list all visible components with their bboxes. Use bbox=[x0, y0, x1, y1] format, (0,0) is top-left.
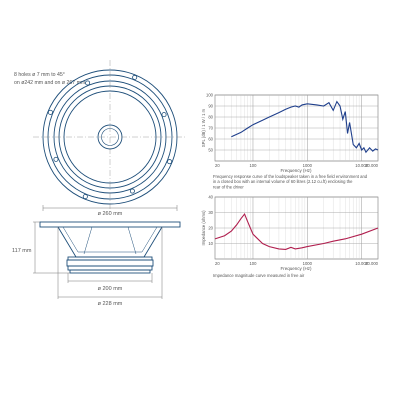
imp-y-axis-label: Impedance (ohms) bbox=[201, 210, 206, 246]
y-tick-label: 20 bbox=[208, 226, 213, 231]
speaker-front-view bbox=[33, 60, 187, 214]
mounting-hole bbox=[132, 74, 138, 80]
caption-line: Impedance magnitude curve measured in fr… bbox=[213, 273, 305, 278]
imp-x-axis-label: Frequency (Hz) bbox=[280, 266, 312, 271]
freq-y-axis-label: SPL (dB) / 1 W / 1 m bbox=[201, 108, 206, 147]
depth-label: 117 mm bbox=[12, 248, 32, 254]
x-tick-label: 1000 bbox=[303, 163, 313, 168]
holes-note-line2: on ø242 mm and on ø 267 mm bbox=[14, 80, 85, 86]
caption-line: rear of the driver bbox=[213, 184, 244, 189]
speaker-drawing: 8 holes ø 7 mm to 45° on ø242 mm and on … bbox=[12, 60, 187, 307]
x-tick-label: 1000 bbox=[303, 261, 313, 266]
mounting-hole bbox=[161, 112, 167, 118]
freq-x-axis-label: Frequency (Hz) bbox=[280, 168, 312, 173]
y-tick-label: 60 bbox=[208, 137, 213, 142]
x-tick-label: 100 bbox=[249, 163, 257, 168]
y-tick-label: 10 bbox=[208, 241, 213, 246]
freq-y-ticks: 100 90 80 70 60 50 bbox=[206, 93, 214, 153]
freq-caption: Frequency response curve of the loudspea… bbox=[213, 174, 368, 189]
mounting-hole bbox=[129, 188, 135, 194]
speaker-side-view bbox=[39, 221, 181, 274]
y-tick-label: 40 bbox=[208, 195, 213, 200]
mounting-hole bbox=[82, 194, 88, 200]
x-tick-label: 10.000 bbox=[355, 261, 368, 266]
x-tick-label: 10.000 bbox=[355, 163, 368, 168]
y-tick-label: 50 bbox=[208, 148, 213, 153]
y-tick-label: 80 bbox=[208, 115, 213, 120]
front-diameter-dimension bbox=[42, 205, 178, 211]
imp-caption: Impedance magnitude curve measured in fr… bbox=[213, 273, 305, 278]
x-tick-label: 20 bbox=[215, 163, 220, 168]
magnet-diameter-label: ø 200 mm bbox=[98, 286, 123, 292]
mounting-hole bbox=[47, 109, 53, 115]
y-tick-label: 100 bbox=[206, 93, 214, 98]
front-diameter-label: ø 260 mm bbox=[98, 211, 123, 217]
y-tick-label: 90 bbox=[208, 104, 213, 109]
imp-grid bbox=[214, 196, 379, 259]
imp-y-ticks: 40 30 20 10 bbox=[208, 195, 213, 247]
x-tick-label: 20.000 bbox=[365, 163, 378, 168]
caption-line: in a closed box with an internal volume … bbox=[213, 179, 353, 184]
x-tick-label: 20 bbox=[215, 261, 220, 266]
mounting-hole bbox=[167, 159, 173, 165]
y-tick-label: 70 bbox=[208, 126, 213, 131]
magnet-diameter-dimension bbox=[67, 273, 153, 283]
basket-diameter-label: ø 228 mm bbox=[98, 301, 123, 307]
impedance-curve bbox=[214, 212, 379, 250]
caption-line: Frequency response curve of the loudspea… bbox=[213, 174, 368, 179]
depth-dimension bbox=[33, 221, 70, 274]
holes-note-line1: 8 holes ø 7 mm to 45° bbox=[14, 72, 65, 78]
y-tick-label: 30 bbox=[208, 210, 213, 215]
x-tick-label: 20.000 bbox=[365, 261, 378, 266]
basket-diameter-dimension bbox=[57, 227, 163, 299]
mounting-hole bbox=[85, 80, 91, 86]
mounting-hole bbox=[53, 156, 59, 162]
mounting-holes bbox=[47, 74, 173, 200]
x-tick-label: 100 bbox=[249, 261, 257, 266]
spl-curve bbox=[231, 100, 379, 154]
